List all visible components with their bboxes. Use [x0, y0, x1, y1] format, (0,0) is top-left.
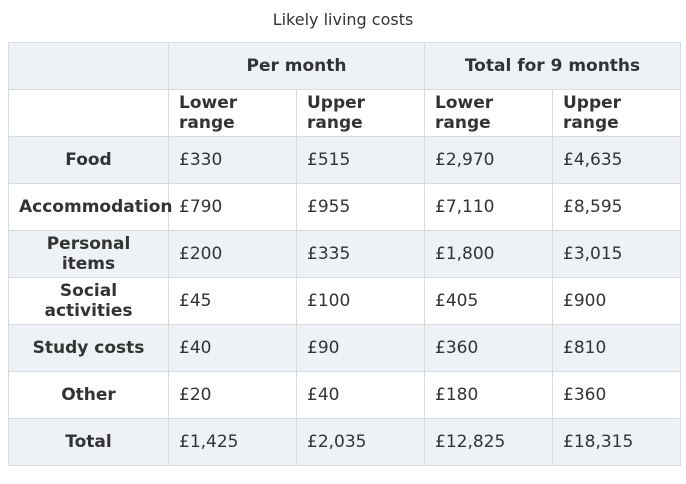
table-cell: £810 [552, 324, 681, 372]
table-cell: £2,970 [424, 136, 553, 184]
table-caption: Likely living costs [272, 10, 414, 29]
table-cell: £90 [296, 324, 425, 372]
group-header-total-9-months: Total for 9 months [424, 42, 681, 90]
table-cell: £7,110 [424, 183, 553, 231]
table-cell: £335 [296, 230, 425, 278]
row-label: Social activities [8, 277, 169, 325]
table-row: Other £20 £40 £180 £360 [8, 371, 681, 419]
corner-cell [8, 42, 169, 90]
table-row: Personal items £200 £335 £1,800 £3,015 [8, 230, 681, 278]
corner-cell [8, 89, 169, 137]
table-cell: £1,425 [168, 418, 297, 466]
table-cell: £330 [168, 136, 297, 184]
table-cell: £200 [168, 230, 297, 278]
table-cell: £12,825 [424, 418, 553, 466]
table-cell: £180 [424, 371, 553, 419]
row-label: Study costs [8, 324, 169, 372]
table-cell: £45 [168, 277, 297, 325]
table-cell: £3,015 [552, 230, 681, 278]
header-subheader-row: Lower range Upper range Lower range Uppe… [8, 89, 681, 137]
table-cell: £790 [168, 183, 297, 231]
table-row: Food £330 £515 £2,970 £4,635 [8, 136, 681, 184]
table-cell: £40 [296, 371, 425, 419]
column-header-lower-range: Lower range [424, 89, 553, 137]
table-row: Study costs £40 £90 £360 £810 [8, 324, 681, 372]
row-label: Accommodation [8, 183, 172, 231]
group-header-per-month: Per month [168, 42, 425, 90]
table-row: Social activities £45 £100 £405 £900 [8, 277, 681, 325]
table-cell: £100 [296, 277, 425, 325]
table-row-total: Total £1,425 £2,035 £12,825 £18,315 [8, 418, 681, 466]
table-cell: £20 [168, 371, 297, 419]
table-cell: £360 [552, 371, 681, 419]
table-cell: £18,315 [552, 418, 681, 466]
table-cell: £8,595 [552, 183, 681, 231]
table-cell: £360 [424, 324, 553, 372]
table-cell: £40 [168, 324, 297, 372]
column-header-upper-range: Upper range [296, 89, 425, 137]
table-cell: £4,635 [552, 136, 681, 184]
column-header-upper-range: Upper range [552, 89, 681, 137]
table-row: Accommodation £790 £955 £7,110 £8,595 [8, 183, 681, 231]
header-group-row: Per month Total for 9 months [8, 42, 681, 90]
row-label: Food [8, 136, 169, 184]
living-costs-table: Per month Total for 9 months Lower range… [8, 42, 681, 466]
table-cell: £900 [552, 277, 681, 325]
row-label: Total [8, 418, 169, 466]
table-cell: £2,035 [296, 418, 425, 466]
column-header-lower-range: Lower range [168, 89, 297, 137]
table-cell: £1,800 [424, 230, 553, 278]
row-label: Personal items [8, 230, 169, 278]
row-label: Other [8, 371, 169, 419]
table-cell: £955 [296, 183, 425, 231]
table-cell: £405 [424, 277, 553, 325]
table-cell: £515 [296, 136, 425, 184]
